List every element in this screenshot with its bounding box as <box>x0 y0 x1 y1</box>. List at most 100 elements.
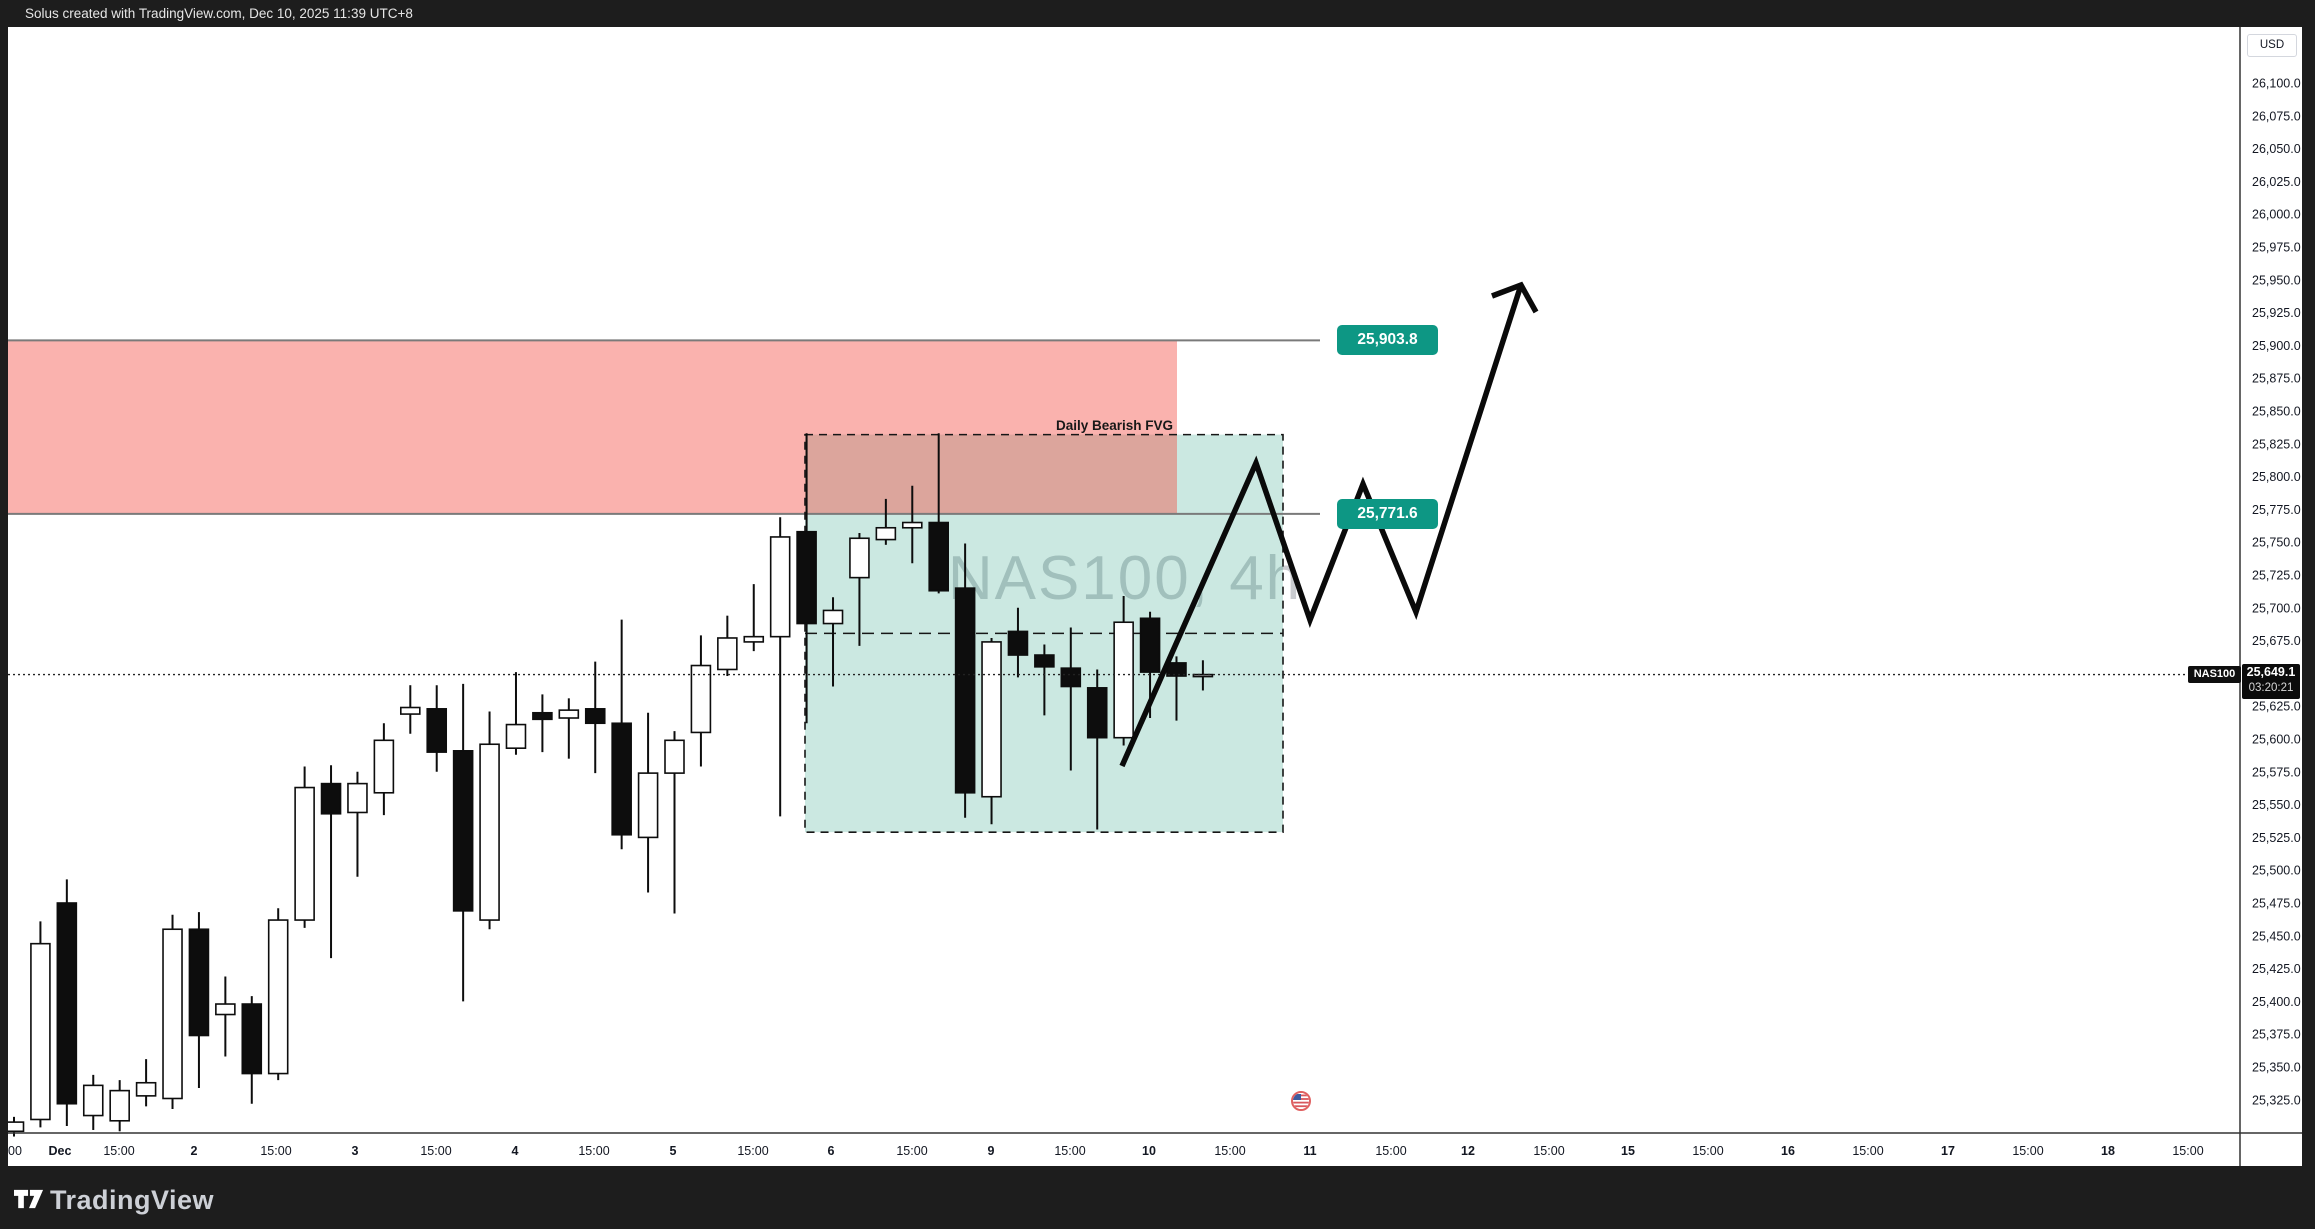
time-axis-label: 00 <box>8 1144 22 1158</box>
time-axis-label: 12 <box>1461 1144 1475 1158</box>
projection-arrow-line[interactable] <box>1119 284 1524 768</box>
price-axis-label: 26,025.0 <box>2252 175 2301 189</box>
candle-body <box>796 530 817 625</box>
price-axis-label: 25,800.0 <box>2252 470 2301 484</box>
time-axis-label: 15:00 <box>420 1144 451 1158</box>
candle-body <box>452 750 474 912</box>
time-axis-label: 18 <box>2101 1144 2115 1158</box>
price-axis-label: 25,550.0 <box>2252 798 2301 812</box>
candle-body <box>294 786 315 921</box>
price-axis-label: 26,100.0 <box>2252 77 2301 91</box>
last-price-badge: 25,649.1 03:20:21 <box>2242 664 2300 699</box>
price-axis-label: 25,625.0 <box>2252 700 2301 714</box>
candle-body <box>82 1084 104 1117</box>
price-axis-label: 25,900.0 <box>2252 339 2301 353</box>
symbol-price-line-tag: NAS100 <box>2188 666 2241 683</box>
price-axis-label: 25,975.0 <box>2252 241 2301 255</box>
price-axis-label: 26,075.0 <box>2252 109 2301 123</box>
time-axis-label: 15:00 <box>2012 1144 2043 1158</box>
candle-body <box>162 928 183 1100</box>
candle-body <box>135 1081 157 1097</box>
candle-body <box>505 723 527 749</box>
candlestick-series <box>8 433 1214 1137</box>
footer-bar: TradingView <box>0 1166 2315 1229</box>
candle-body <box>743 635 765 643</box>
candle-body <box>30 942 51 1121</box>
candle-body <box>532 711 553 721</box>
price-axis-label: 25,400.0 <box>2252 995 2301 1009</box>
time-axis-label: 16 <box>1781 1144 1795 1158</box>
candle-body <box>875 526 897 541</box>
time-axis-label: 15:00 <box>896 1144 927 1158</box>
candle-body <box>8 1121 25 1133</box>
price-axis-label: 25,750.0 <box>2252 536 2301 550</box>
candle-body <box>611 722 632 836</box>
us-flag-graphic <box>1293 1093 1309 1109</box>
time-axis-label: 2 <box>191 1144 198 1158</box>
tradingview-logo-text[interactable]: TradingView <box>50 1185 215 1215</box>
price-axis-label: 25,875.0 <box>2252 372 2301 386</box>
price-axis-label: 25,950.0 <box>2252 273 2301 287</box>
candle-body <box>901 521 923 529</box>
us-flag-icon[interactable] <box>1291 1091 1311 1111</box>
price-axis-label: 25,925.0 <box>2252 306 2301 320</box>
last-price-value: 25,649.1 <box>2246 665 2296 679</box>
price-axis[interactable]: 26,100.0 26,075.0 26,050.0 26,025.0 26,000.0… <box>2252 77 2301 1108</box>
candle-body <box>399 706 421 715</box>
candle-body <box>320 782 342 815</box>
candle-body <box>664 739 685 774</box>
supply-zone-fill[interactable] <box>8 340 1177 514</box>
candle-body <box>717 637 738 671</box>
price-axis-label: 25,700.0 <box>2252 601 2301 615</box>
projection-arrow-head[interactable] <box>1491 281 1539 314</box>
candle-body <box>373 739 395 794</box>
candle-body <box>1007 630 1029 656</box>
price-axis-label: 25,725.0 <box>2252 569 2301 583</box>
candle-body <box>637 772 659 839</box>
time-axis-label: 5 <box>670 1144 677 1158</box>
price-axis-label: 25,775.0 <box>2252 503 2301 517</box>
candle-body <box>347 782 368 814</box>
currency-button[interactable]: USD <box>2247 34 2297 57</box>
candle-body <box>690 664 712 734</box>
time-axis-label: 15:00 <box>103 1144 134 1158</box>
price-level-badge-25903[interactable]: 25,903.8 <box>1337 325 1438 355</box>
time-axis-label: 15:00 <box>2172 1144 2203 1158</box>
time-axis-label: 15:00 <box>1375 1144 1406 1158</box>
time-axis-label: Dec <box>49 1144 72 1158</box>
candle-body <box>558 709 580 719</box>
candle-body <box>954 587 976 794</box>
candle-body <box>426 708 448 753</box>
time-axis-label: 15:00 <box>1852 1144 1883 1158</box>
candle-body <box>1086 687 1108 739</box>
tradingview-logo-icon[interactable] <box>14 1187 44 1217</box>
price-axis-label: 25,850.0 <box>2252 405 2301 419</box>
candle-body <box>267 919 289 1075</box>
bar-countdown-timer: 03:20:21 <box>2248 682 2294 694</box>
fvg-annotation-label[interactable]: Daily Bearish FVG <box>1055 418 1173 433</box>
time-axis-label: 15 <box>1621 1144 1635 1158</box>
candle-body <box>1192 673 1214 678</box>
candle-body <box>1113 621 1134 739</box>
time-axis[interactable]: 00 Dec 15:00 2 15:00 3 15:00 4 15:00 5 15:00 6 15:00… <box>8 1144 2204 1158</box>
price-level-badge-25771[interactable]: 25,771.6 <box>1337 499 1438 529</box>
candle-body <box>241 1003 263 1075</box>
time-axis-label: 4 <box>512 1144 519 1158</box>
time-axis-label: 9 <box>988 1144 995 1158</box>
candle-body <box>1060 667 1082 688</box>
time-axis-label: 15:00 <box>1214 1144 1245 1158</box>
candle-body <box>479 743 500 921</box>
chart-plot[interactable]: 26,100.0 26,075.0 26,050.0 26,025.0 26,000.0… <box>8 27 2302 1166</box>
price-axis-label: 25,350.0 <box>2252 1061 2301 1075</box>
price-axis-label: 25,450.0 <box>2252 929 2301 943</box>
candle-body <box>584 708 606 725</box>
candle-body <box>981 641 1002 798</box>
price-axis-label: 25,825.0 <box>2252 437 2301 451</box>
chart-panel: NAS100, 4h 26,100.026,075.026,050.026,02… <box>8 27 2302 1166</box>
candle-body <box>215 1003 236 1016</box>
time-axis-label: 15:00 <box>1054 1144 1085 1158</box>
price-axis-label: 26,000.0 <box>2252 208 2301 222</box>
price-axis-label: 25,575.0 <box>2252 765 2301 779</box>
price-axis-label: 26,050.0 <box>2252 142 2301 156</box>
price-axis-label: 25,475.0 <box>2252 897 2301 911</box>
